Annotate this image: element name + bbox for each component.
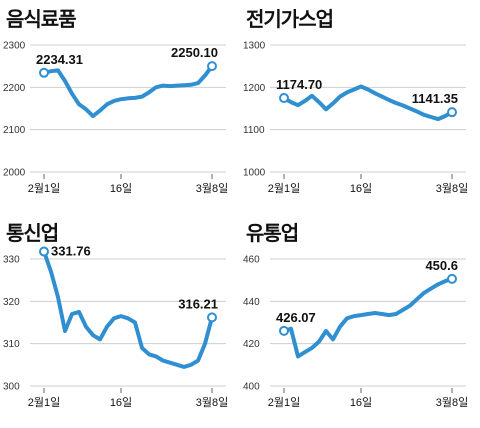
- series-line: [42, 64, 214, 119]
- series-line: [282, 276, 454, 359]
- y-tick-label: 2100: [3, 125, 26, 136]
- y-tick-label: 460: [243, 255, 260, 266]
- y-tick-label: 440: [243, 297, 260, 308]
- data-label: 331.76: [51, 244, 91, 259]
- data-point-marker: [207, 312, 217, 323]
- y-tick-label: 300: [3, 382, 20, 393]
- y-tick-label: 420: [243, 339, 260, 350]
- data-label: 1174.70: [276, 77, 322, 92]
- data-label: 450.6: [425, 258, 458, 273]
- y-tick-label: 310: [3, 339, 20, 350]
- chart-svg-food: 2000 2100 2200 2300 2월1일 16일 3월8일 2234.31 2250.1…: [3, 41, 228, 196]
- chart-title: 유통업: [246, 221, 299, 245]
- chart-svg-telecom: 300 310 320 330 2월1일 16일 3월8일 331.76 316.21: [3, 244, 228, 409]
- chart-panel-retail: 400 420 440 460 2월1일 16일 3월8일 426.07 450.6 유통업: [240, 214, 480, 428]
- y-tick-label: 320: [3, 297, 20, 308]
- y-tick-label: 1000: [243, 168, 266, 179]
- y-tick-label: 330: [3, 255, 20, 266]
- data-point-marker: [207, 61, 217, 72]
- data-label: 1141.35: [412, 91, 458, 106]
- y-tick-label: 2000: [3, 168, 26, 179]
- data-label: 2250.10: [171, 45, 218, 60]
- x-tick-label: 3월8일: [196, 395, 228, 409]
- x-tick-label: 3월8일: [436, 181, 468, 195]
- data-point-marker: [447, 107, 457, 118]
- x-tick-label: 3월8일: [196, 181, 228, 195]
- chart-svg-utilities: 1000 1100 1200 1300 2월1일 16일 3월8일 1174.70 1141.3…: [243, 41, 468, 196]
- x-tick-label: 16일: [110, 181, 132, 195]
- x-tick-label: 2월1일: [28, 181, 60, 195]
- data-point-marker: [39, 67, 49, 78]
- x-tick-label: 2월1일: [268, 395, 300, 409]
- x-tick-label: 16일: [350, 181, 372, 195]
- y-tick-label: 2300: [3, 41, 26, 52]
- series-line: [282, 84, 454, 122]
- series-line: [42, 249, 214, 369]
- data-label: 2234.31: [36, 52, 83, 67]
- chart-svg-retail: 400 420 440 460 2월1일 16일 3월8일 426.07 450.6: [243, 255, 468, 410]
- chart-title: 통신업: [6, 221, 59, 245]
- chart-panel-telecom: 300 310 320 330 2월1일 16일 3월8일 331.76 316.21 통신업: [0, 214, 240, 428]
- y-tick-label: 1200: [243, 83, 266, 94]
- x-tick-label: 2월1일: [268, 181, 300, 195]
- data-label: 426.07: [276, 310, 316, 325]
- data-point-marker: [279, 93, 289, 104]
- data-point-marker: [447, 273, 457, 284]
- chart-panel-utilities: 1000 1100 1200 1300 2월1일 16일 3월8일 1174.70 1141.3…: [240, 0, 480, 214]
- y-tick-label: 1100: [243, 125, 265, 136]
- data-label: 316.21: [178, 296, 218, 311]
- y-tick-label: 1300: [243, 41, 266, 52]
- x-tick-label: 2월1일: [28, 395, 60, 409]
- x-tick-label: 16일: [350, 395, 372, 409]
- chart-panel-food: 2000 2100 2200 2300 2월1일 16일 3월8일 2234.31 2250.1…: [0, 0, 240, 214]
- x-tick-label: 3월8일: [436, 395, 468, 409]
- data-point-marker: [39, 246, 49, 257]
- data-point-marker: [279, 325, 289, 336]
- chart-title: 전기가스업: [246, 7, 334, 31]
- y-tick-label: 2200: [3, 83, 26, 94]
- chart-title: 음식료품: [6, 7, 77, 31]
- y-tick-label: 400: [243, 382, 260, 393]
- x-tick-label: 16일: [110, 395, 132, 409]
